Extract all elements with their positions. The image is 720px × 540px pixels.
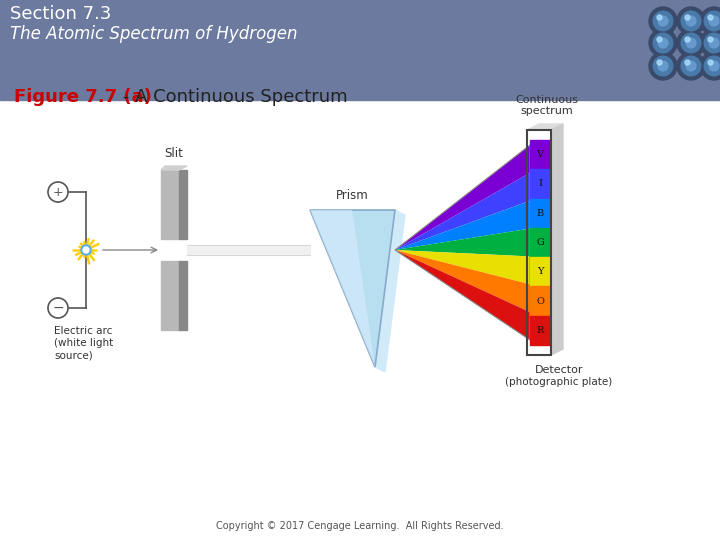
Text: - A Continuous Spectrum: - A Continuous Spectrum	[117, 88, 348, 106]
Text: Section 7.3: Section 7.3	[10, 5, 112, 23]
Bar	[530, 257, 550, 286]
Polygon shape	[310, 210, 375, 367]
Text: +: +	[53, 186, 63, 199]
Circle shape	[658, 38, 668, 48]
Circle shape	[677, 29, 705, 57]
Text: Copyright © 2017 Cengage Learning.  All Rights Reserved.: Copyright © 2017 Cengage Learning. All R…	[216, 521, 504, 531]
Polygon shape	[395, 145, 530, 250]
Polygon shape	[310, 210, 395, 367]
Circle shape	[653, 33, 672, 53]
Polygon shape	[375, 210, 405, 372]
Circle shape	[653, 11, 672, 31]
Circle shape	[709, 61, 719, 71]
Polygon shape	[395, 250, 530, 312]
Circle shape	[657, 60, 662, 65]
Polygon shape	[395, 173, 530, 250]
Circle shape	[48, 298, 68, 318]
Circle shape	[657, 37, 662, 42]
Bar	[530, 140, 550, 169]
Bar	[179, 170, 187, 239]
Bar	[530, 199, 550, 228]
Circle shape	[685, 15, 690, 20]
Text: R: R	[536, 326, 544, 335]
Circle shape	[704, 56, 720, 76]
Text: spectrum: spectrum	[521, 106, 573, 116]
Circle shape	[83, 247, 89, 253]
Text: Continuous: Continuous	[516, 95, 578, 105]
Circle shape	[685, 37, 690, 42]
Circle shape	[657, 15, 662, 20]
Polygon shape	[395, 228, 530, 256]
Text: Electric arc: Electric arc	[54, 326, 112, 336]
Polygon shape	[551, 124, 563, 355]
Bar	[0, 0, 720, 100]
Text: The Atomic Spectrum of Hydrogen: The Atomic Spectrum of Hydrogen	[10, 25, 297, 43]
Text: Prism: Prism	[336, 189, 369, 202]
Circle shape	[709, 38, 719, 48]
Circle shape	[686, 16, 696, 26]
Circle shape	[649, 7, 677, 35]
Circle shape	[704, 11, 720, 31]
Circle shape	[700, 52, 720, 80]
Circle shape	[709, 16, 719, 26]
Text: I: I	[538, 179, 542, 188]
Circle shape	[681, 11, 701, 31]
Text: Slit: Slit	[165, 147, 184, 160]
Text: −: −	[52, 301, 64, 315]
Bar	[530, 316, 550, 345]
Circle shape	[686, 38, 696, 48]
Bar	[530, 169, 550, 199]
Circle shape	[658, 16, 668, 26]
Circle shape	[658, 61, 668, 71]
Text: (white light: (white light	[54, 338, 113, 348]
Text: O: O	[536, 296, 544, 306]
Circle shape	[708, 60, 713, 65]
Text: B: B	[536, 209, 544, 218]
Circle shape	[708, 37, 713, 42]
Text: V: V	[536, 150, 544, 159]
Bar	[527, 130, 551, 355]
Polygon shape	[161, 166, 187, 170]
Circle shape	[649, 52, 677, 80]
Polygon shape	[395, 250, 530, 340]
Circle shape	[649, 29, 677, 57]
Circle shape	[700, 29, 720, 57]
Polygon shape	[395, 201, 530, 250]
Circle shape	[704, 33, 720, 53]
Circle shape	[677, 52, 705, 80]
Bar	[530, 228, 550, 257]
Bar	[179, 261, 187, 330]
Bar	[161, 170, 179, 239]
Text: Y: Y	[536, 267, 544, 276]
Circle shape	[48, 182, 68, 202]
Bar	[530, 286, 550, 316]
Polygon shape	[395, 250, 530, 284]
Circle shape	[681, 33, 701, 53]
Circle shape	[81, 245, 91, 255]
Polygon shape	[527, 124, 563, 130]
Text: Figure 7.7 (a): Figure 7.7 (a)	[14, 88, 152, 106]
Bar	[161, 261, 179, 330]
Circle shape	[653, 56, 672, 76]
Text: Detector: Detector	[535, 365, 583, 375]
Circle shape	[681, 56, 701, 76]
Circle shape	[708, 15, 713, 20]
Text: source): source)	[54, 350, 93, 360]
Circle shape	[700, 7, 720, 35]
Text: G: G	[536, 238, 544, 247]
Circle shape	[677, 7, 705, 35]
Circle shape	[686, 61, 696, 71]
Bar	[187, 245, 310, 255]
Text: (photographic plate): (photographic plate)	[505, 377, 613, 387]
Circle shape	[685, 60, 690, 65]
